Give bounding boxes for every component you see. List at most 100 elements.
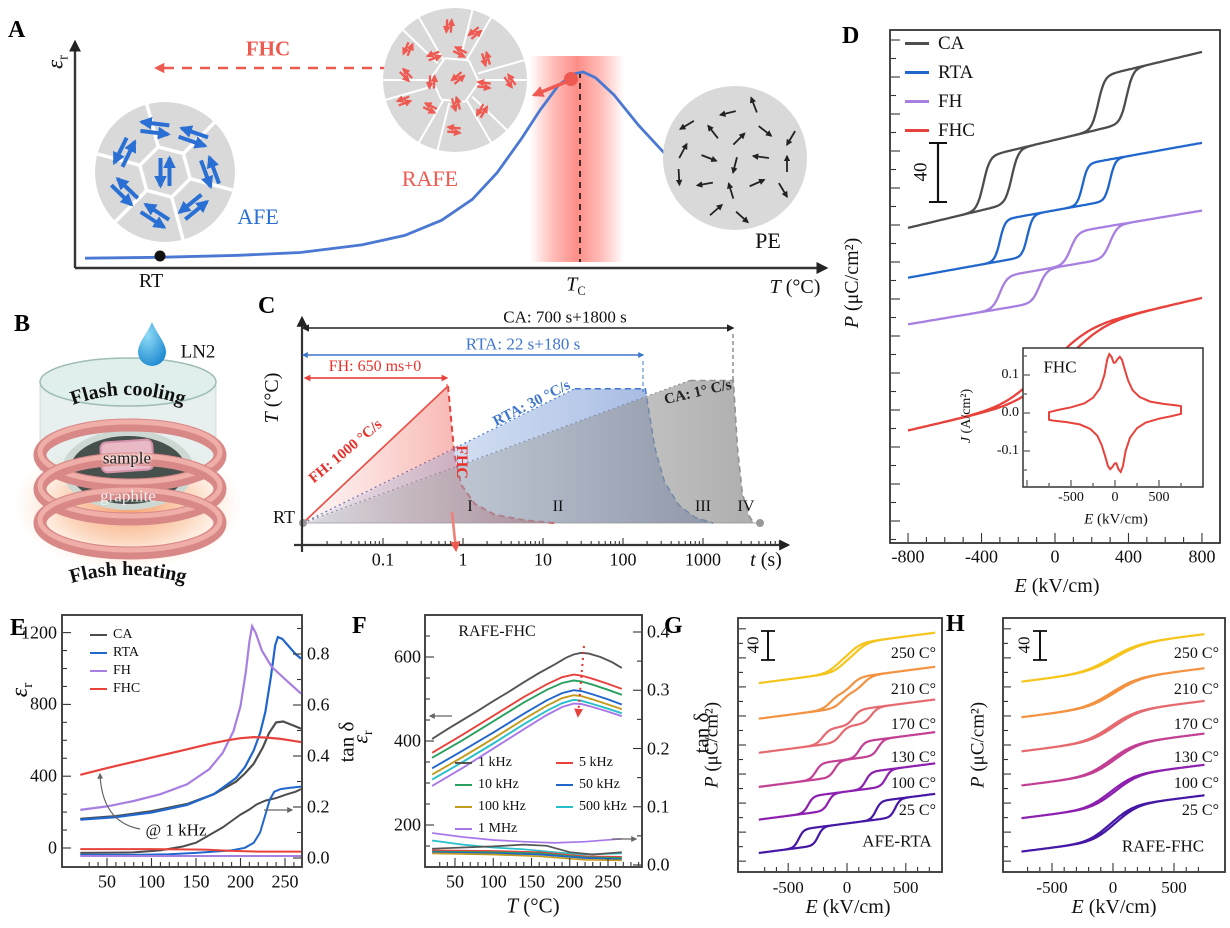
e-y2-tick-label: 0.4 [307,745,330,766]
panel-g-afe-rta-loops-temp-label: 130 C° [890,749,936,766]
panel-g-afe-rta-loops-box [737,617,943,873]
dipole-arrow [453,74,466,85]
tan-curve-fhc [80,848,301,853]
legend-label: RTA [113,645,140,660]
panel-d-scalebar-label: 40 [910,162,932,182]
pe-dipole-arrow [786,130,796,146]
legend-label: 1 kHz [478,755,512,770]
panel-c-region-1: I [467,498,473,515]
dipole-arrow [406,42,414,57]
panel-g-afe-rta-loops-temp-label: 25 C° [898,802,936,819]
panel-a-xlabel: T (°C) [769,276,821,298]
legend-swatch-rta [90,651,107,655]
panel-a-schematic [69,8,829,274]
dipole-arrow [399,71,410,83]
dipole-arrow [447,18,456,33]
legend-item-1mhz: 1 MHz [455,818,526,840]
panel-g-afe-rta-loops-temp-label: 170 C° [890,716,936,733]
legend-label: FHC [113,681,141,696]
pe-dipole-arrow [732,132,746,146]
panel-g-afe-rta-loops-temp-label: 250 C° [890,645,936,662]
panel-g-afe-rta-loops-loop [758,665,936,720]
panel-h-rafe-fhc-loops-x-tick-label: -500 [1036,878,1068,897]
dipole-arrow [199,159,214,190]
inset-current-loop [1048,352,1182,474]
legend-swatch-fh [905,100,929,103]
legend-item-ca: CA [90,626,140,644]
panel-h-rafe-fhc-loops-x-tick-label: 0 [1108,878,1118,897]
profile-area-ca [306,380,754,523]
panel-c-ylabel: T (°C) [261,372,283,424]
fh-ramp-edge [302,385,449,524]
e-y2-tick-label: 0.0 [307,847,330,868]
panel-h-title: RAFE-FHC [1121,836,1205,856]
pe-dipole-arrow [727,182,735,199]
panel-h-rafe-fhc-loops-loop [1021,794,1205,853]
e-left-axis-pointer [97,772,141,830]
f-x-tick-label: 250 [594,871,622,892]
c-x-tick-label: 1 [458,549,468,570]
afe-domain-illustration [95,102,235,242]
pe-loop-fh [907,209,1203,326]
legend-swatch-fhc [90,687,107,691]
panel-c-region-2: II [552,498,564,515]
legend-swatch [455,827,472,831]
pe-dipole-arrow [675,168,683,187]
coil-highlight [37,453,223,519]
inset-box [1022,347,1204,488]
dipole-arrow [450,71,463,82]
panel-letter-f: F [352,613,367,639]
panel-c-ca-span-label: CA: 700 s+1800 s [499,308,631,326]
panel-h-rafe-fhc-loops-loop [1021,763,1205,820]
dipole-arrow [446,123,461,132]
dipole-arrow [450,98,458,113]
legend-swatch-rta [905,71,929,74]
panel-f-legend-col2: 5 kHz 50 kHz 500 kHz [556,752,627,818]
legend-item-fhc: FHC [90,680,140,698]
cooling-cylinder-top [39,357,217,407]
e-y-tick-label: 800 [30,693,57,714]
domain-wall [145,103,160,148]
e-y2-tick-label: 0.8 [307,643,330,664]
f-eps-curve [431,689,623,770]
domain-wall [170,177,192,199]
domain-wall [157,145,184,156]
legend-item-50khz: 50 kHz [556,774,627,796]
panel-a-pe-label: PE [755,228,781,253]
panel-h-ylabel: P (μC/cm²) [967,701,989,789]
f-tan-curve [431,832,622,844]
inset-x-tick-label: 500 [1148,490,1170,505]
panel-h-rafe-fhc-loops-temp-label: 25 C° [1181,802,1219,819]
panel-d-xlabel: E (kV/cm) [1014,575,1100,597]
domain-wall [467,59,480,83]
panel-g-afe-rta-loops [737,617,943,873]
rt-end-dot [756,519,764,527]
legend-label: FH [938,91,963,112]
dipole-arrow [423,102,438,110]
legend-label: RTA [938,62,974,83]
dipole-arrow [507,73,517,86]
panel-g-afe-rta-loops-loop [758,792,936,855]
f-y2-tick-label: 0.0 [647,854,670,875]
panel-d-pe-loops [889,29,1221,544]
d-x-tick-label: 400 [1114,546,1142,567]
dipole-arrow [477,83,492,92]
dipole-arrow [115,176,140,200]
dipole-arrow [453,46,468,54]
a-permittivity-curve [84,70,701,260]
profile-area-fh [306,386,555,523]
panel-b-ln2-label: LN2 [180,341,216,363]
panel-a-fhc-label: FHC [245,36,291,61]
pe-dipole-arrow [695,181,714,188]
panel-c-rt-label: RT [273,507,295,527]
legend-item-10khz: 10 kHz [455,774,526,796]
domain-wall [466,100,492,143]
inset-x-tick-label: -500 [1058,490,1084,505]
pe-dipole-arrow [778,182,788,198]
dipole-arrow [430,74,439,89]
panel-h-xlabel: E (kV/cm) [1071,896,1157,918]
pe-domain-illustration [663,86,807,230]
panel-g-afe-rta-loops-loop [758,731,936,788]
